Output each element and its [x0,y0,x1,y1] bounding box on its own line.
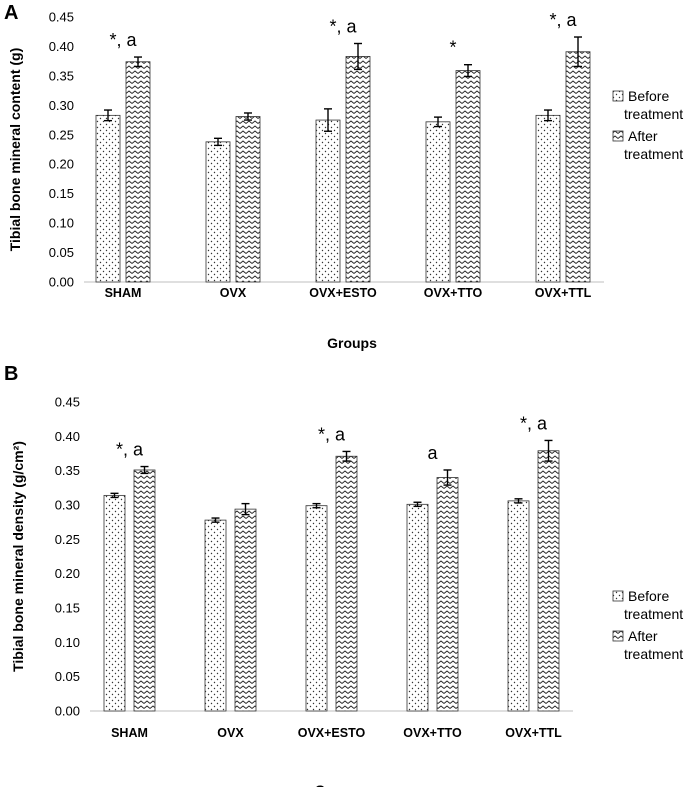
error-bar [211,517,220,523]
significance-annotation: *, a [520,413,548,433]
y-tick-label: 0.15 [55,601,80,616]
y-tick-label: 0.45 [49,10,74,25]
bar-before-sham [95,114,121,283]
error-bar [140,465,149,475]
y-tick-label: 0.40 [55,429,80,444]
error-bar [434,116,442,128]
x-tick-label: OVX+ESTO [309,286,377,300]
panel-label-b: B [4,363,19,385]
y-tick-label: 0.05 [49,245,74,260]
x-axis-title: Groups [327,335,377,351]
x-tick-label: OVX+TTO [403,726,462,740]
bar-before-sham [103,494,126,712]
x-tick-label: OVX+TTO [424,286,483,300]
legend-label-before: treatment [624,106,683,122]
bar-before-ovx-ttl [535,114,561,283]
x-tick-label: OVX+ESTO [298,726,366,740]
y-tick-label: 0.05 [55,669,80,684]
x-tick-label: OVX+TTL [505,726,562,740]
y-tick-label: 0.10 [55,635,80,650]
panel-label-a: A [4,2,19,24]
x-tick-label: SHAM [105,286,142,300]
bar-after-sham [125,61,151,283]
legend-label-before: Before [628,88,669,104]
chart-a: 0.00 0.05 0.10 0.15 0.20 0.25 0.30 0.35 0.40 0.45… [7,10,683,352]
significance-annotation: *, a [116,440,144,460]
y-tick-label: 0.45 [55,395,80,410]
x-axis-title: Groups [315,782,365,787]
error-bar [342,450,351,462]
error-bar [134,56,142,68]
bar-after-ovx-tto [436,477,459,712]
error-bar [464,63,472,78]
y-tick-label: 0.25 [55,532,80,547]
error-bar [241,502,250,516]
legend-swatch-before [612,90,624,102]
error-bar [104,109,112,122]
x-tick-label: SHAM [111,726,148,740]
legend-label-after: treatment [624,646,683,662]
legend-label-after: treatment [624,146,683,162]
x-tick-label: OVX+TTL [535,286,592,300]
legend-label-before: Before [628,588,669,604]
error-bar [244,112,252,121]
x-tick-label: OVX [217,726,244,740]
bar-after-ovx-tto [455,70,481,283]
error-bar [544,439,553,462]
legend-label-after: After [628,128,658,144]
error-bar [514,498,523,504]
bar-before-ovx-ttl [507,500,530,712]
y-axis-title: Tibial bone mineral density (g/cm²) [10,441,26,672]
x-tick-label: OVX [220,286,247,300]
y-tick-label: 0.35 [49,68,74,83]
error-bar [413,501,422,508]
significance-annotation: *, a [549,10,577,30]
error-bar [443,469,452,486]
bar-before-ovx [204,519,227,712]
legend-swatch-after [612,630,624,642]
y-tick-label: 0.40 [49,39,74,54]
bar-before-ovx [205,141,231,283]
legend-swatch-before [612,590,624,602]
bar-after-ovx [235,116,261,283]
significance-annotation: *, a [109,30,137,50]
error-bar [544,109,552,122]
y-tick-label: 0.30 [49,98,74,113]
bar-before-ovx-esto [315,119,341,283]
legend-label-before: treatment [624,606,683,622]
significance-annotation: * [449,38,456,58]
error-bar [574,36,582,68]
error-bar [214,137,222,147]
error-bar [110,492,119,499]
y-tick-label: 0.00 [55,704,80,719]
error-bar [312,502,321,509]
bar-before-ovx-tto [406,503,429,712]
bar-after-ovx-esto [335,455,358,712]
legend-label-after: After [628,628,658,644]
error-bar [324,108,332,132]
significance-annotation: *, a [329,17,357,37]
bar-before-ovx-esto [305,505,328,712]
y-tick-label: 0.10 [49,216,74,231]
significance-annotation: *, a [318,424,346,444]
y-tick-label: 0.35 [55,463,80,478]
y-axis-title: Tibial bone mineral content (g) [7,48,23,252]
bar-after-sham [133,469,156,712]
significance-annotation: a [427,443,438,463]
bar-after-ovx [234,508,257,712]
y-tick-label: 0.30 [55,498,80,513]
y-tick-label: 0.25 [49,127,74,142]
y-tick-label: 0.00 [49,275,74,290]
y-tick-label: 0.15 [49,186,74,201]
bar-after-ovx-ttl [537,450,560,712]
bar-before-ovx-tto [425,121,451,283]
legend-swatch-after [612,130,624,142]
error-bar [354,42,362,71]
y-tick-label: 0.20 [49,157,74,172]
y-tick-label: 0.20 [55,566,80,581]
